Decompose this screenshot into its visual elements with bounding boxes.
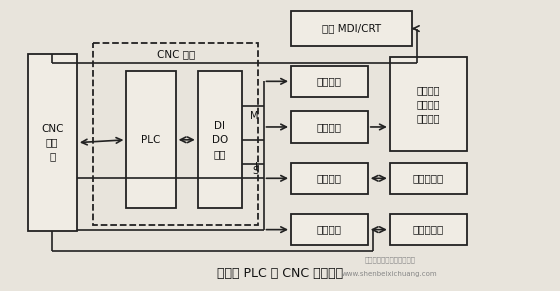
Bar (390, 214, 466, 245)
Bar (390, 57, 466, 151)
Text: www.shenbeixichuang.com: www.shenbeixichuang.com (342, 271, 437, 277)
Text: 主轴电动机: 主轴电动机 (413, 173, 444, 183)
Text: 山东沈北数控机床有限公司: 山东沈北数控机床有限公司 (364, 256, 416, 263)
Bar (27, 54, 77, 231)
Bar (127, 71, 176, 208)
Text: CNC 装置: CNC 装置 (157, 49, 195, 59)
Bar (291, 214, 368, 245)
Text: 内装型 PLC 的 CNC 系统框图: 内装型 PLC 的 CNC 系统框图 (217, 267, 343, 280)
Text: PLC: PLC (141, 135, 161, 145)
Text: 面板 MDI/CRT: 面板 MDI/CRT (322, 24, 381, 33)
Bar (390, 163, 466, 194)
Text: CNC
计算
机: CNC 计算 机 (41, 124, 63, 162)
Text: I: I (255, 162, 258, 172)
Text: 进给单元: 进给单元 (317, 225, 342, 235)
Bar (94, 43, 258, 225)
Text: 强电电路: 强电电路 (317, 122, 342, 132)
Text: 操作面板: 操作面板 (317, 76, 342, 86)
Bar (291, 66, 368, 97)
Text: 辅助动作
换刀动作
冷却开关: 辅助动作 换刀动作 冷却开关 (417, 85, 440, 123)
Text: DI
DO
电路: DI DO 电路 (212, 121, 228, 159)
Bar (291, 111, 368, 143)
Text: S: S (252, 166, 258, 176)
Bar (291, 11, 412, 46)
Bar (198, 71, 241, 208)
Text: 进给电动机: 进给电动机 (413, 225, 444, 235)
Text: M: M (250, 111, 258, 120)
Text: 主轴单元: 主轴单元 (317, 173, 342, 183)
Bar (291, 163, 368, 194)
